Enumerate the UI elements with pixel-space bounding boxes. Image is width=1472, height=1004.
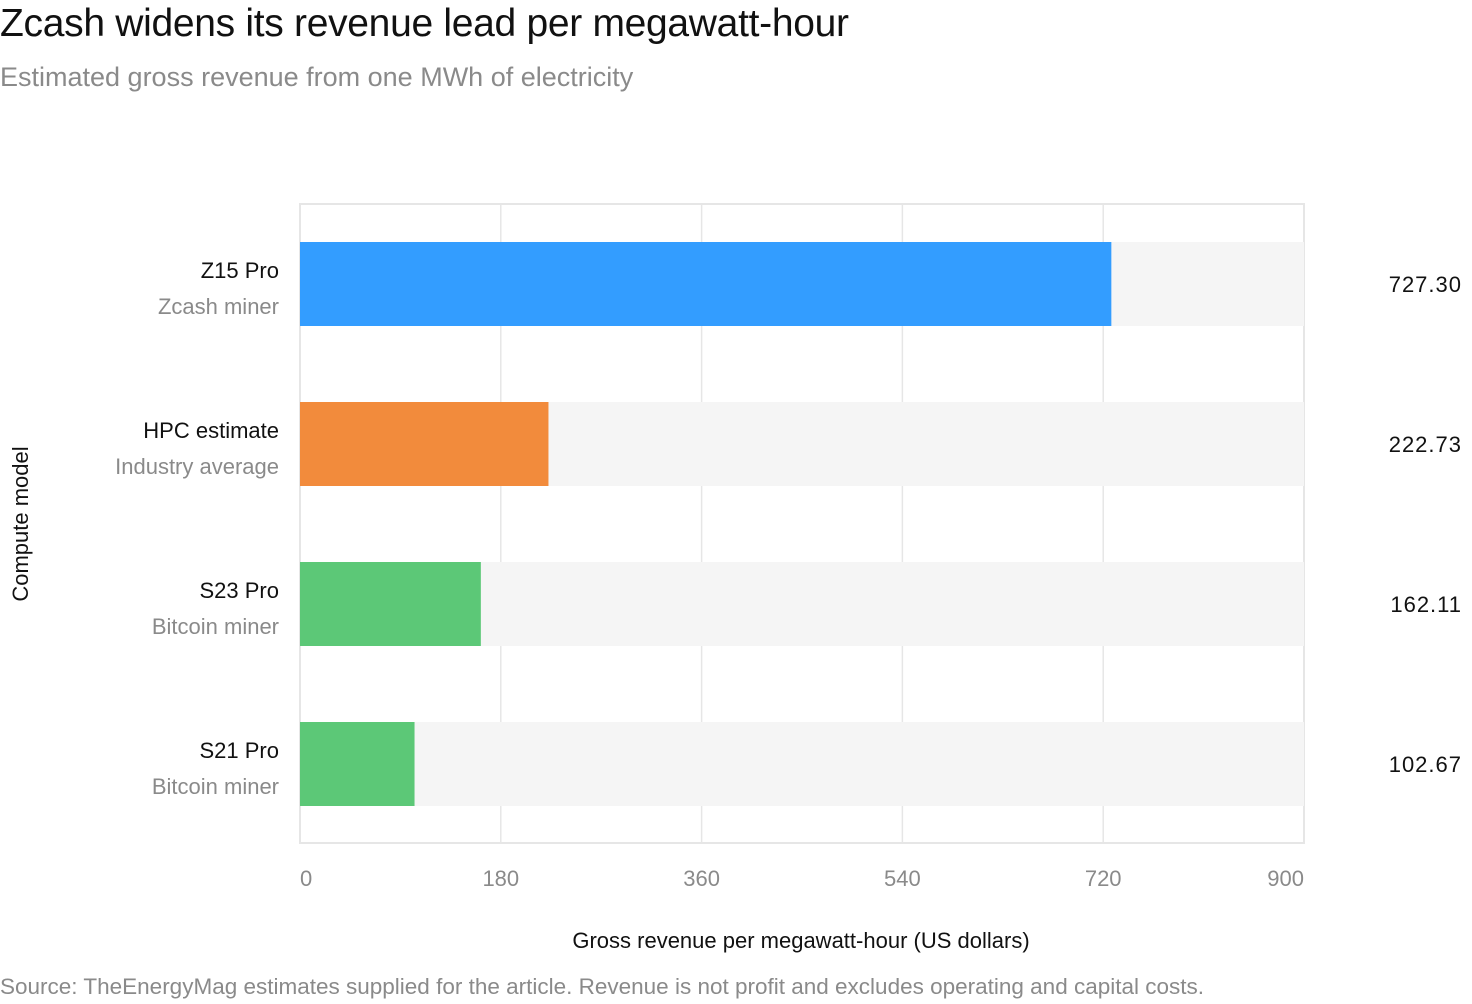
bar (300, 242, 1112, 326)
source-note: Source: TheEnergyMag estimates supplied … (0, 974, 1205, 999)
value-label: 102.67 (1389, 752, 1462, 777)
x-axis-ticks: 0 180 360 540 720 900 (300, 866, 1304, 891)
x-tick-label: 540 (884, 866, 921, 891)
chart-subtitle: Estimated gross revenue from one MWh of … (0, 62, 634, 92)
plot-frame (299, 203, 1305, 844)
value-label: 727.30 (1389, 272, 1462, 297)
bar (300, 562, 481, 646)
category-subtitle: Bitcoin miner (152, 774, 279, 799)
bar (300, 402, 549, 486)
x-tick-label: 0 (300, 866, 312, 891)
category-name: S23 Pro (200, 578, 280, 603)
x-axis-title: Gross revenue per megawatt-hour (US doll… (572, 928, 1029, 953)
x-tick-label: 360 (683, 866, 720, 891)
x-tick-label: 180 (482, 866, 519, 891)
category-name: HPC estimate (143, 418, 279, 443)
x-tick-label: 720 (1085, 866, 1122, 891)
bars (300, 242, 1112, 806)
category-labels: Z15 Pro Zcash miner HPC estimate Industry a… (115, 258, 279, 799)
value-labels: 727.30 222.73 162.11 102.67 (1389, 272, 1462, 777)
x-tick-label: 900 (1267, 866, 1304, 891)
chart-title: Zcash widens its revenue lead per megawa… (0, 2, 849, 45)
bar (300, 722, 415, 806)
bar-tracks (300, 242, 1304, 806)
category-subtitle: Industry average (115, 454, 279, 479)
category-name: S21 Pro (200, 738, 280, 763)
category-subtitle: Zcash miner (158, 294, 279, 319)
category-subtitle: Bitcoin miner (152, 614, 279, 639)
value-label: 222.73 (1389, 432, 1462, 457)
category-name: Z15 Pro (201, 258, 279, 283)
value-label: 162.11 (1390, 592, 1462, 617)
y-axis-title: Compute model (8, 446, 33, 601)
bar-track (300, 722, 1304, 806)
